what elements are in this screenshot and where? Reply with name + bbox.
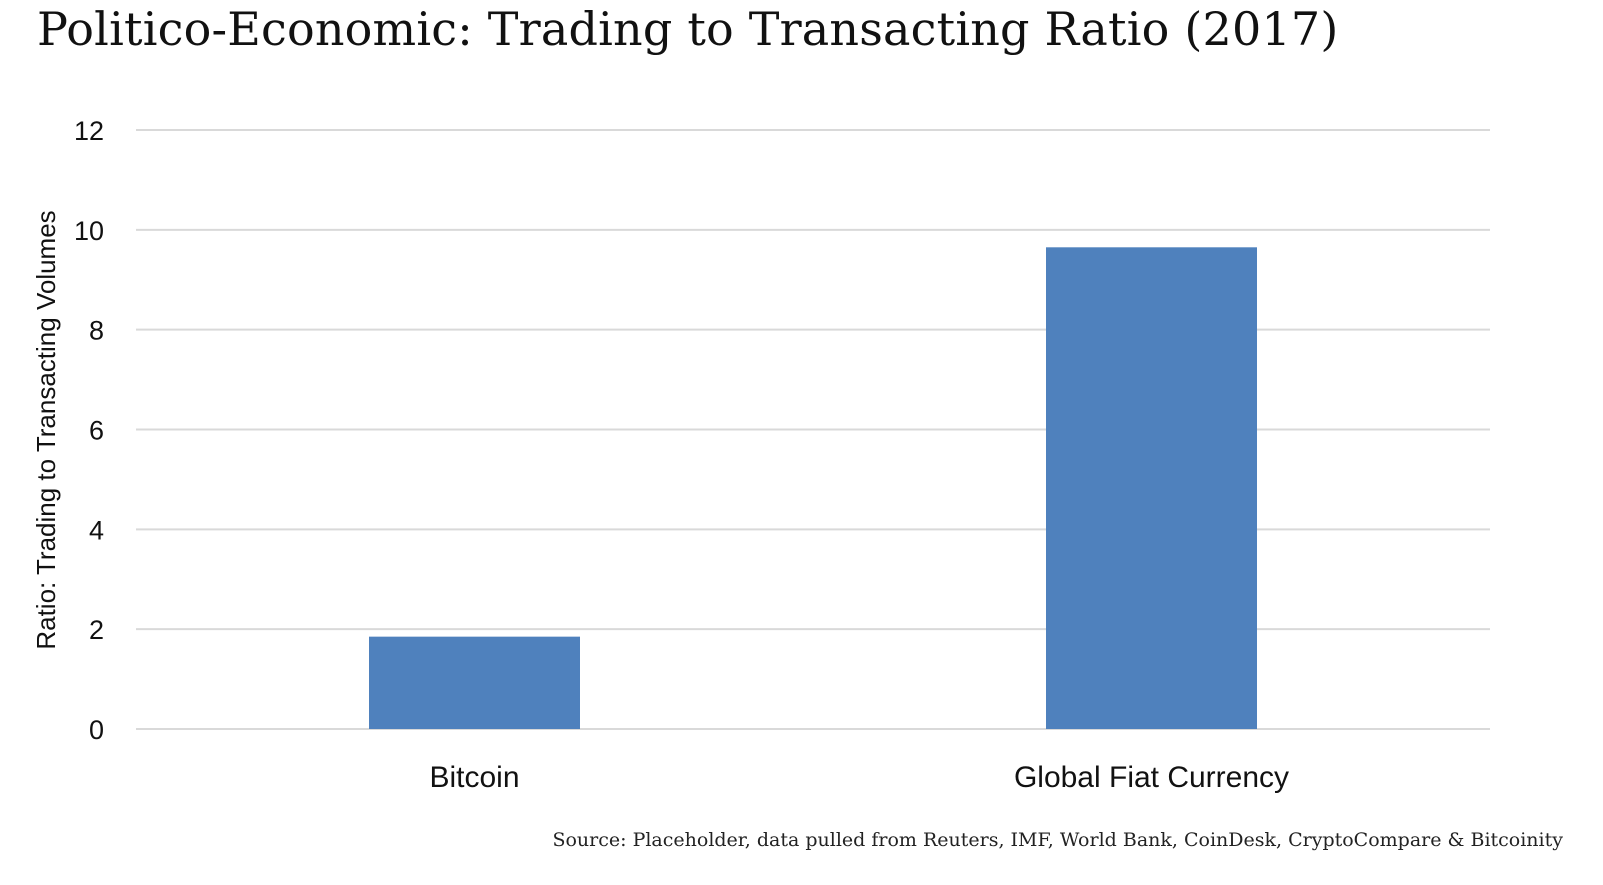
y-tick-label: 8: [89, 316, 104, 346]
y-tick-label: 6: [89, 416, 104, 446]
gridlines: [136, 129, 1490, 730]
x-axis-labels: Bitcoin Global Fiat Currency: [429, 761, 1289, 794]
y-tick-label: 0: [89, 715, 104, 745]
y-axis-label: Ratio: Trading to Transacting Volumes: [31, 210, 61, 649]
y-axis-ticks: 0 2 4 6 8 10 12: [74, 116, 104, 745]
y-tick-label: 12: [74, 116, 104, 146]
x-category-label: Bitcoin: [429, 761, 519, 794]
y-tick-label: 10: [74, 216, 104, 246]
source-note: Source: Placeholder, data pulled from Re…: [552, 829, 1563, 851]
bar-bitcoin: [369, 636, 580, 729]
bars: [369, 247, 1257, 729]
chart-title: Politico-Economic: Trading to Transactin…: [37, 2, 1339, 56]
x-category-label: Global Fiat Currency: [1014, 761, 1289, 794]
bar-global-fiat-currency: [1046, 247, 1257, 729]
y-tick-label: 4: [89, 515, 104, 545]
y-tick-label: 2: [89, 615, 104, 645]
